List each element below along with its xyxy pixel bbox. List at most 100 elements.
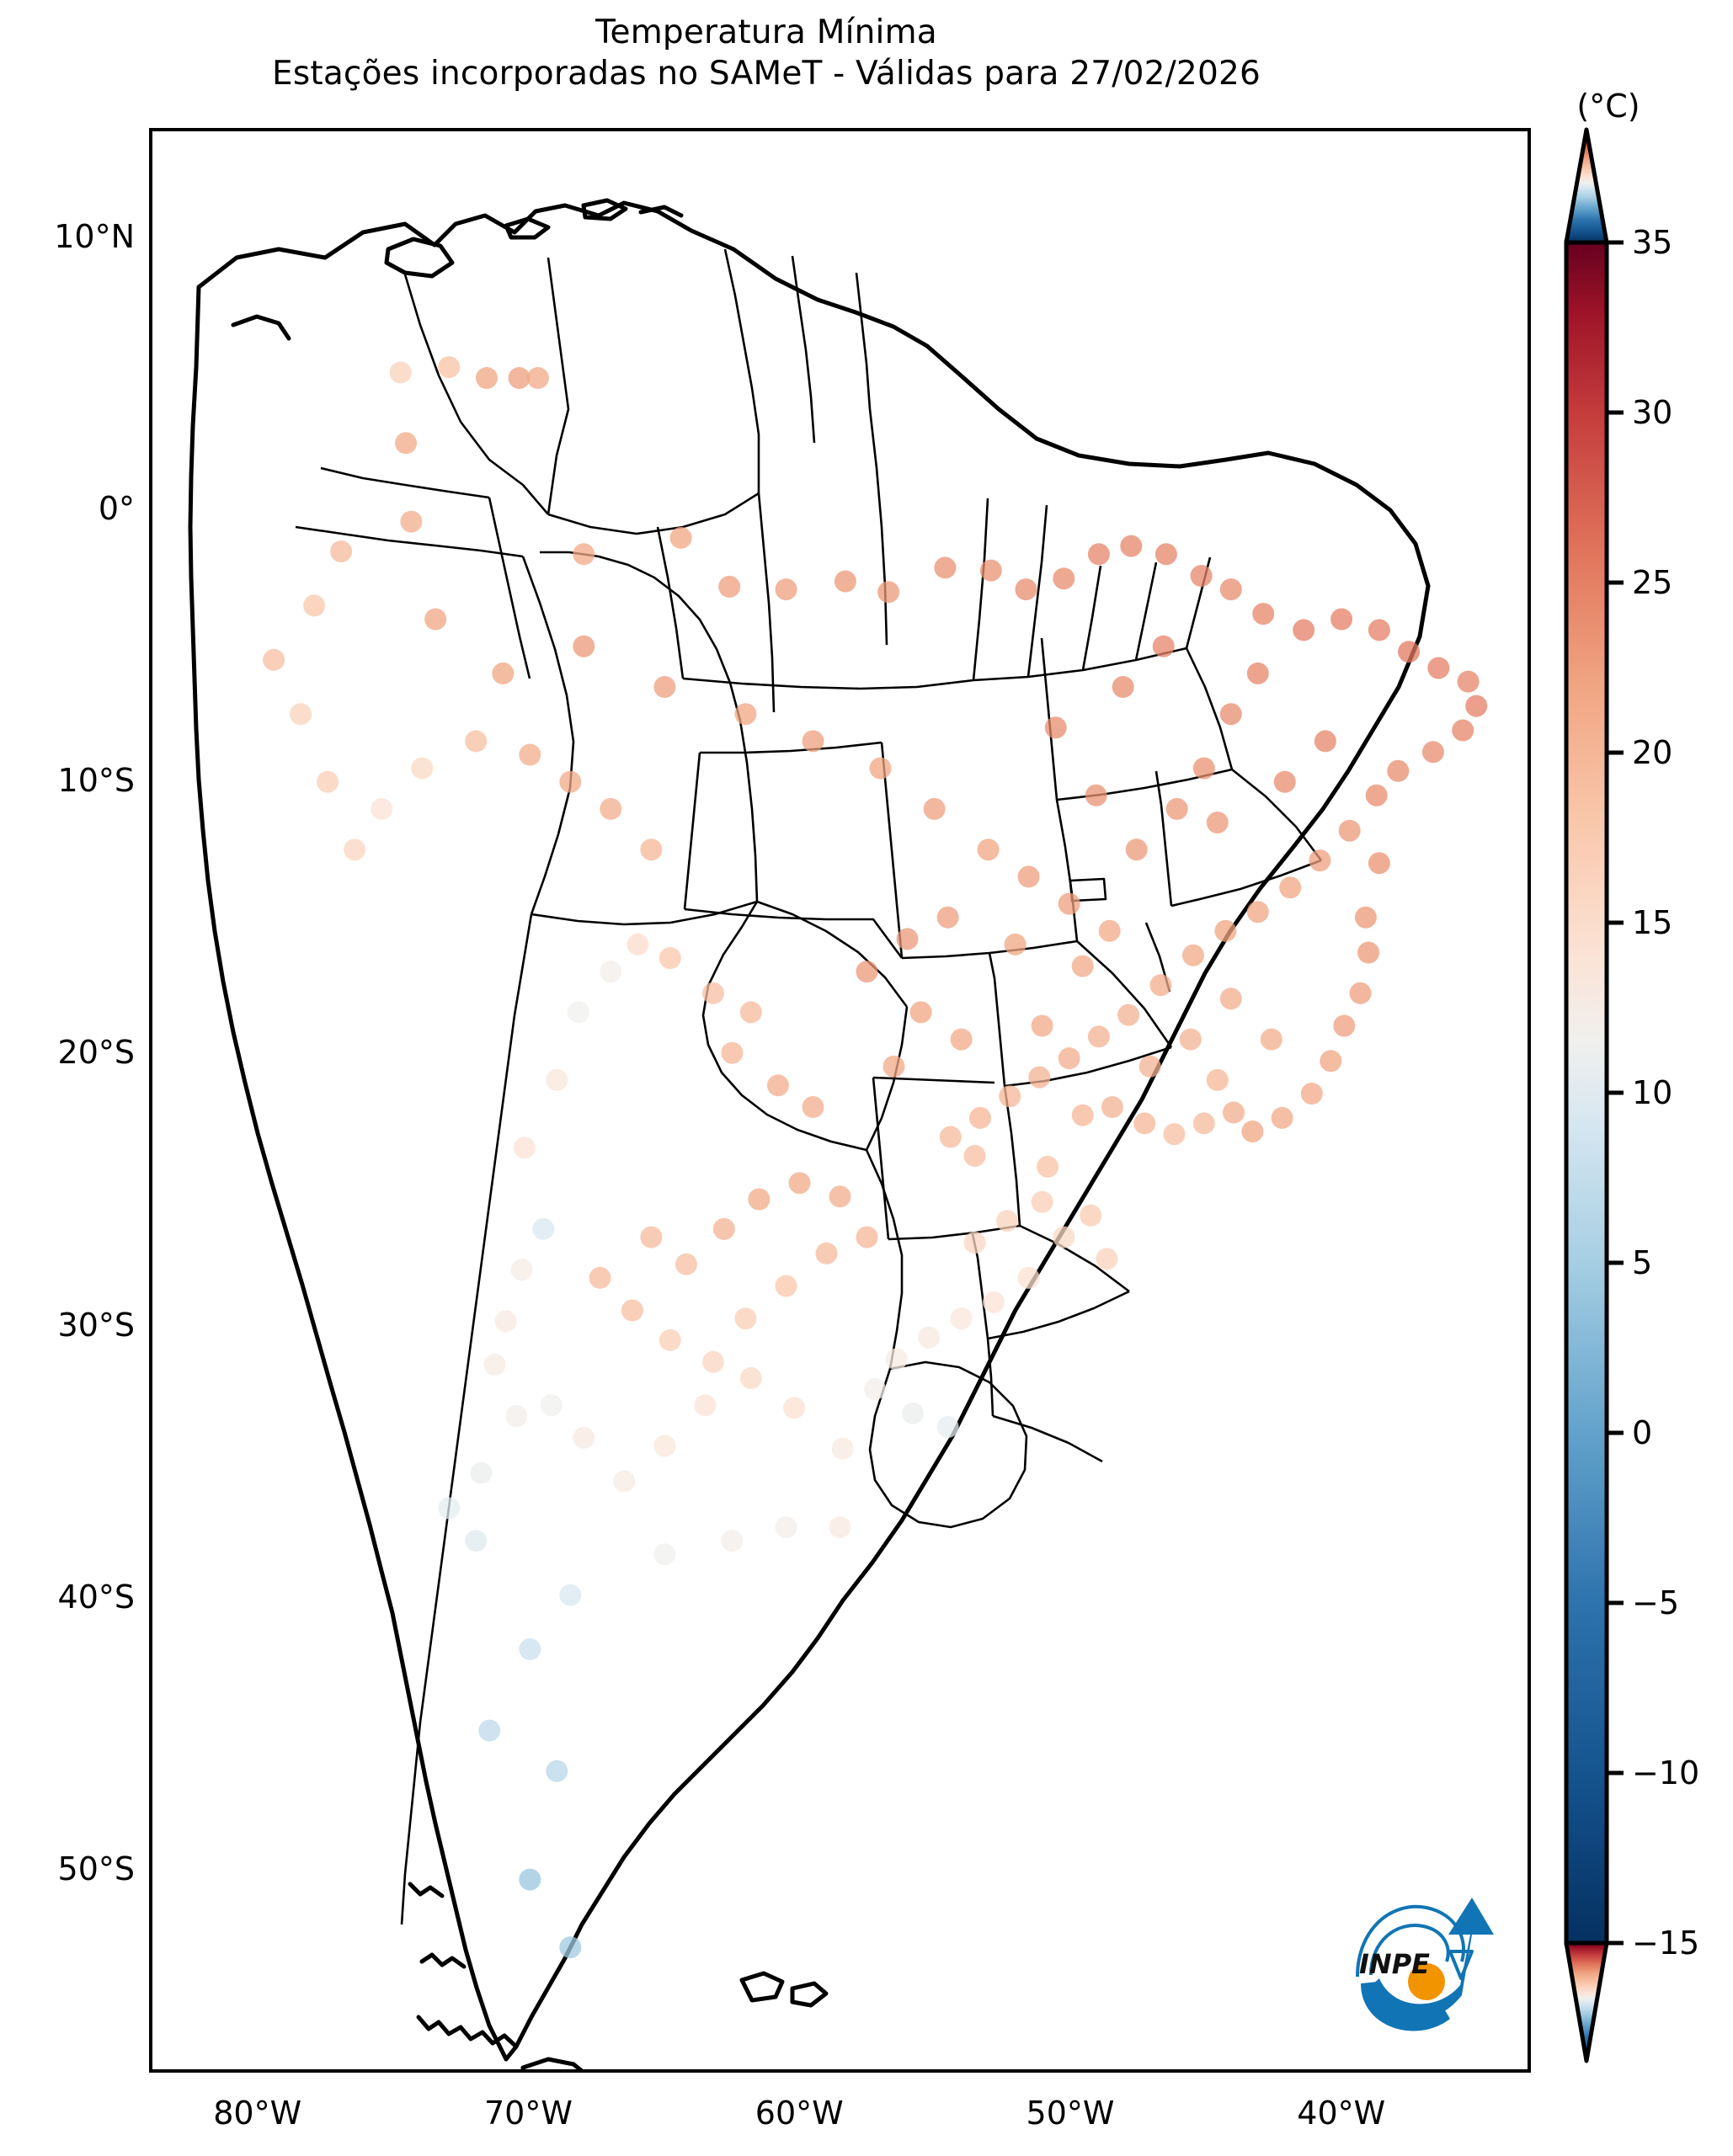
station-marker xyxy=(519,1638,541,1660)
station-marker xyxy=(1309,849,1331,872)
station-marker xyxy=(1219,988,1242,1010)
station-marker xyxy=(739,1367,762,1389)
station-marker xyxy=(869,757,892,780)
station-marker xyxy=(831,1437,854,1460)
station-marker xyxy=(1357,941,1380,964)
station-marker xyxy=(465,730,488,753)
station-marker xyxy=(1138,1055,1161,1078)
station-marker xyxy=(465,1530,488,1552)
station-marker xyxy=(1031,1190,1053,1213)
station-marker xyxy=(1354,906,1377,929)
station-marker xyxy=(739,1001,762,1024)
station-marker xyxy=(659,947,681,969)
country-border-layer xyxy=(295,248,1323,1925)
station-marker xyxy=(303,594,326,617)
station-marker xyxy=(1085,784,1107,807)
station-marker xyxy=(1053,1226,1075,1248)
station-marker xyxy=(734,1307,757,1330)
station-marker xyxy=(936,906,959,929)
colorbar-tick-label-3: 20 xyxy=(1632,734,1673,771)
logo-arc-inner xyxy=(1369,1924,1450,1976)
station-marker xyxy=(1219,578,1242,601)
station-marker xyxy=(478,1719,501,1742)
station-marker xyxy=(675,1253,697,1275)
station-marker xyxy=(977,838,1000,861)
station-marker xyxy=(1165,797,1188,820)
station-marker xyxy=(702,1350,724,1373)
station-marker xyxy=(476,367,498,389)
colorbar-tick-label-9: −10 xyxy=(1632,1754,1700,1791)
station-marker xyxy=(1368,619,1390,641)
station-marker xyxy=(559,1936,582,1959)
station-marker xyxy=(734,703,757,726)
station-marker xyxy=(877,581,900,604)
station-marker xyxy=(1320,1050,1342,1073)
station-marker xyxy=(1044,716,1067,739)
station-marker xyxy=(1058,1047,1080,1070)
station-marker xyxy=(494,1310,517,1333)
station-marker xyxy=(864,1377,887,1400)
station-marker xyxy=(748,1188,771,1211)
station-marker xyxy=(979,559,1002,582)
station-marker xyxy=(1293,619,1315,641)
colorbar-extend-min xyxy=(1564,1940,1609,2063)
station-marker xyxy=(1338,819,1361,842)
station-marker xyxy=(526,367,549,389)
station-marker xyxy=(1333,1014,1356,1037)
station-marker xyxy=(1252,603,1275,626)
longitude-tick-3: 50°W xyxy=(1026,2095,1115,2132)
station-marker xyxy=(600,797,622,820)
south-america-map xyxy=(188,198,1488,2069)
station-marker xyxy=(702,982,724,1004)
inpe-logo: INPE xyxy=(1346,1884,1506,2040)
station-marker xyxy=(424,608,447,631)
station-marker xyxy=(996,1210,1018,1232)
station-marker xyxy=(589,1266,611,1289)
station-marker xyxy=(1368,852,1390,875)
logo-arrowhead-small xyxy=(1448,1950,1474,1980)
station-marker xyxy=(513,1137,536,1159)
station-marker xyxy=(1223,1101,1245,1124)
station-marker xyxy=(963,1145,986,1167)
station-marker xyxy=(438,1497,461,1520)
station-marker xyxy=(1192,1112,1215,1135)
station-marker xyxy=(1279,876,1302,899)
station-marker xyxy=(1330,608,1353,631)
station-marker xyxy=(783,1397,806,1419)
station-marker xyxy=(936,1416,959,1438)
station-marker xyxy=(1053,567,1075,590)
station-marker xyxy=(640,838,663,861)
station-marker xyxy=(1087,1025,1110,1048)
map-plot-area[interactable] xyxy=(149,128,1531,2073)
station-marker xyxy=(896,928,919,950)
station-marker xyxy=(918,1326,941,1349)
station-marker xyxy=(1096,1248,1118,1270)
station-marker xyxy=(1017,1266,1040,1289)
colorbar[interactable]: (°C) 35 30 25 20 15 10 5 0 −5 −10 −15 xyxy=(1563,88,1733,2074)
station-marker xyxy=(1457,670,1480,693)
longitude-axis: 80°W 70°W 60°W 50°W 40°W xyxy=(149,2095,1531,2145)
station-marker xyxy=(1071,1104,1094,1126)
station-marker xyxy=(317,770,339,793)
station-marker xyxy=(1163,1123,1186,1146)
station-marker xyxy=(999,1085,1021,1108)
colorbar-tick-label-10: −15 xyxy=(1632,1924,1700,1962)
station-marker xyxy=(1058,892,1080,915)
station-marker xyxy=(1098,919,1121,942)
logo-arrow xyxy=(1366,1898,1494,2021)
station-marker xyxy=(721,1530,744,1552)
station-marker xyxy=(483,1353,506,1376)
station-marker xyxy=(882,1055,905,1078)
station-marker-layer xyxy=(263,356,1488,1959)
station-marker xyxy=(718,575,741,598)
station-marker xyxy=(815,1242,838,1264)
station-marker xyxy=(1271,1106,1293,1129)
station-marker xyxy=(766,1074,789,1097)
station-marker xyxy=(1192,757,1215,780)
station-marker xyxy=(775,578,797,601)
coastline-layer xyxy=(188,198,1431,2069)
station-marker xyxy=(963,1232,986,1254)
station-marker xyxy=(1071,955,1094,977)
station-marker xyxy=(694,1394,717,1417)
latitude-axis: 10°N 0° 10°S 20°S 30°S 40°S 50°S xyxy=(0,128,135,2073)
